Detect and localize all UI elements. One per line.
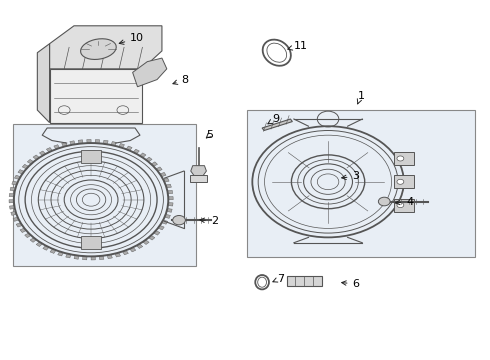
Bar xyxy=(81,236,101,249)
Polygon shape xyxy=(122,250,128,255)
Polygon shape xyxy=(191,166,206,176)
Polygon shape xyxy=(36,242,43,247)
Polygon shape xyxy=(162,220,168,224)
Circle shape xyxy=(378,197,390,206)
Polygon shape xyxy=(10,187,16,191)
Bar xyxy=(81,150,101,163)
Polygon shape xyxy=(22,164,28,169)
Text: 3: 3 xyxy=(342,171,360,181)
Bar xyxy=(394,175,414,188)
Bar xyxy=(394,199,414,212)
Polygon shape xyxy=(20,228,26,233)
Polygon shape xyxy=(58,252,63,256)
Polygon shape xyxy=(95,140,99,143)
Polygon shape xyxy=(103,140,108,144)
Polygon shape xyxy=(126,146,132,150)
Polygon shape xyxy=(66,253,71,258)
Polygon shape xyxy=(49,26,162,69)
Polygon shape xyxy=(11,212,17,215)
Polygon shape xyxy=(168,190,172,194)
Bar xyxy=(287,276,322,286)
Polygon shape xyxy=(158,225,164,230)
Polygon shape xyxy=(111,141,117,146)
Polygon shape xyxy=(39,151,46,156)
Circle shape xyxy=(172,216,185,225)
Polygon shape xyxy=(168,197,173,200)
Polygon shape xyxy=(82,256,87,260)
Polygon shape xyxy=(18,170,24,174)
Polygon shape xyxy=(168,203,173,206)
Bar xyxy=(13,125,196,266)
Polygon shape xyxy=(27,159,34,164)
Polygon shape xyxy=(91,256,96,260)
Text: 6: 6 xyxy=(342,279,360,289)
Polygon shape xyxy=(99,256,104,260)
Text: 4: 4 xyxy=(395,197,414,207)
Polygon shape xyxy=(151,162,157,166)
Text: 1: 1 xyxy=(357,91,365,104)
Polygon shape xyxy=(24,233,31,238)
Text: 5: 5 xyxy=(206,130,213,140)
Polygon shape xyxy=(160,172,166,177)
Polygon shape xyxy=(47,148,52,152)
Polygon shape xyxy=(163,178,169,182)
Polygon shape xyxy=(54,145,60,149)
Polygon shape xyxy=(9,200,14,203)
Polygon shape xyxy=(130,247,136,252)
Bar xyxy=(190,175,207,182)
Circle shape xyxy=(397,156,404,161)
Polygon shape xyxy=(133,149,139,154)
Polygon shape xyxy=(16,223,23,227)
Polygon shape xyxy=(62,143,67,147)
Polygon shape xyxy=(166,184,171,188)
Polygon shape xyxy=(119,144,124,148)
Polygon shape xyxy=(14,175,21,179)
Polygon shape xyxy=(143,240,149,244)
Polygon shape xyxy=(87,139,91,143)
Polygon shape xyxy=(146,157,152,162)
Bar xyxy=(394,152,414,165)
Polygon shape xyxy=(74,255,79,259)
Polygon shape xyxy=(78,140,83,144)
Bar xyxy=(49,69,143,123)
Polygon shape xyxy=(153,231,160,235)
Polygon shape xyxy=(115,253,121,257)
Ellipse shape xyxy=(80,39,116,59)
Polygon shape xyxy=(9,193,14,197)
Polygon shape xyxy=(30,238,36,242)
Text: 10: 10 xyxy=(119,33,144,44)
Text: 11: 11 xyxy=(288,41,308,50)
Text: 2: 2 xyxy=(200,216,218,226)
Polygon shape xyxy=(13,217,19,221)
Polygon shape xyxy=(262,119,293,131)
Polygon shape xyxy=(133,58,167,87)
Text: 8: 8 xyxy=(173,75,189,85)
Polygon shape xyxy=(43,246,49,250)
Polygon shape xyxy=(12,181,18,185)
Polygon shape xyxy=(33,155,39,159)
Polygon shape xyxy=(148,235,155,240)
Polygon shape xyxy=(9,206,15,209)
Bar xyxy=(247,110,475,257)
Polygon shape xyxy=(140,153,146,158)
Polygon shape xyxy=(107,255,112,258)
Polygon shape xyxy=(167,208,172,212)
Polygon shape xyxy=(136,244,143,248)
Polygon shape xyxy=(156,167,162,171)
Circle shape xyxy=(397,203,404,208)
Text: 9: 9 xyxy=(268,114,279,124)
Polygon shape xyxy=(50,249,56,253)
Polygon shape xyxy=(70,141,75,145)
Text: 7: 7 xyxy=(273,274,284,284)
Polygon shape xyxy=(37,44,49,123)
Circle shape xyxy=(397,179,404,184)
Polygon shape xyxy=(165,215,171,219)
